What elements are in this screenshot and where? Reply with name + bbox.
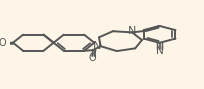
Text: O: O [0,38,6,48]
Text: N: N [156,46,163,56]
Text: N: N [128,26,137,36]
Text: N: N [93,41,101,51]
Text: O: O [88,53,96,63]
